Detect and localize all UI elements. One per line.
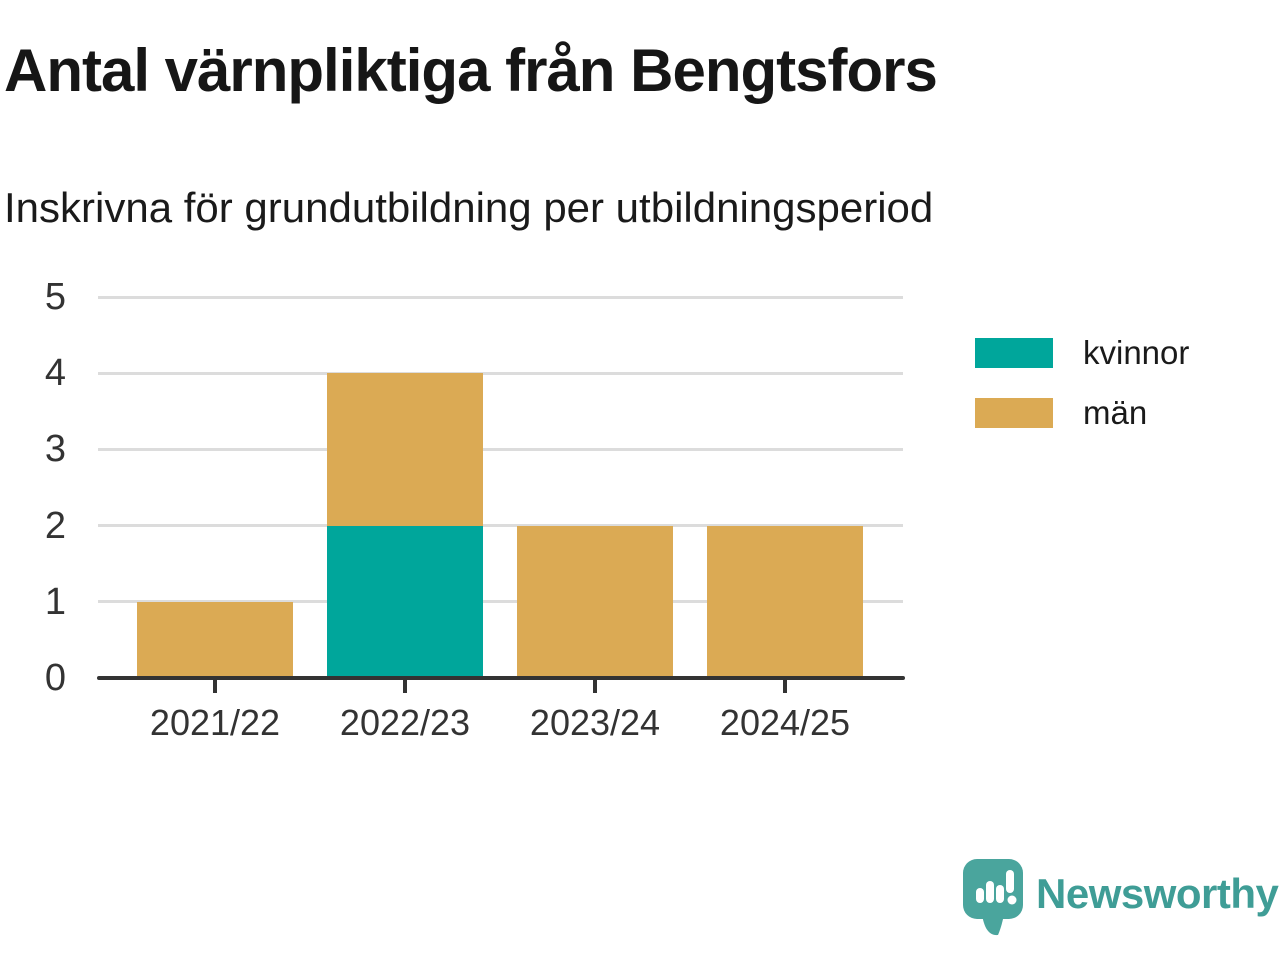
chart-title: Antal värnpliktiga från Bengtsfors <box>4 37 938 104</box>
x-axis-tick <box>403 680 407 693</box>
y-axis-tick-label: 0 <box>44 657 66 699</box>
x-axis-tick-label: 2024/25 <box>719 702 851 743</box>
legend-label: kvinnor <box>1083 334 1190 371</box>
gridline <box>98 371 903 375</box>
bar-segment-män <box>327 373 483 526</box>
brand-name: Newsworthy <box>1036 870 1279 917</box>
legend-swatch <box>975 338 1053 368</box>
y-axis-tick-label: 3 <box>44 428 66 471</box>
gridline <box>98 524 903 528</box>
gridline <box>98 295 903 299</box>
bar-segment-män <box>137 601 293 678</box>
x-axis-tick-label: 2023/24 <box>529 702 661 743</box>
x-axis-tick-label: 2021/22 <box>149 702 281 743</box>
x-axis-tick-label: 2022/23 <box>339 702 471 743</box>
x-axis-tick <box>783 680 787 693</box>
legend-item: kvinnor <box>975 334 1189 371</box>
legend-item: män <box>975 394 1189 431</box>
bar-segment-män <box>707 525 863 678</box>
y-axis-tick-label: 5 <box>44 276 66 318</box>
gridline <box>98 600 903 604</box>
x-axis-tick <box>213 680 217 693</box>
y-axis-tick-label: 4 <box>44 352 66 395</box>
legend-label: män <box>1083 394 1148 431</box>
bar-segment-män <box>517 525 673 678</box>
y-axis-tick-label: 1 <box>44 580 66 623</box>
newsworthy-logo-icon <box>963 859 1023 936</box>
bar-segment-kvinnor <box>327 525 483 678</box>
legend: kvinnor män <box>975 334 1189 458</box>
legend-swatch <box>975 398 1053 428</box>
x-axis-tick <box>593 680 597 693</box>
y-axis-tick-label: 2 <box>44 504 66 547</box>
chart-subtitle: Inskrivna för grundutbildning per utbild… <box>4 184 934 231</box>
gridline <box>98 447 903 451</box>
x-axis-line <box>97 676 905 680</box>
